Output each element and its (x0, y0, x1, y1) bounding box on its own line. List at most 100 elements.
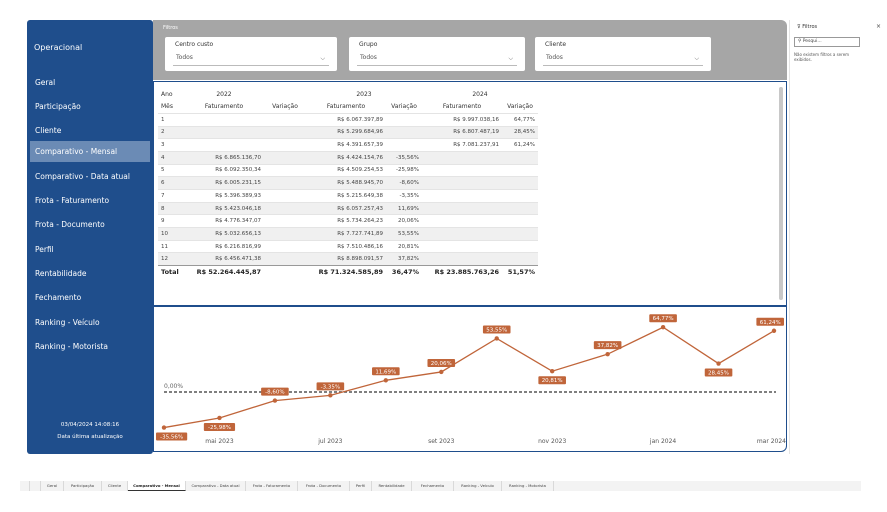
variacao-2023-cell: 20,06% (386, 214, 422, 228)
table-row: 5 R$ 6.092.350,34 R$ 4.509.254,53 -25,98% (158, 163, 538, 177)
sidebar-item-participacao[interactable]: Participação (35, 102, 81, 111)
filter-centro-custo-value: Todos (176, 54, 193, 61)
col-variacao-2023[interactable]: Variação (391, 103, 417, 111)
data-point[interactable] (660, 325, 666, 330)
filter-centro-custo-dropdown[interactable]: Todos ⌵ (173, 51, 329, 66)
tab-participacao[interactable]: Participação (64, 481, 102, 491)
filter-cliente-value: Todos (546, 54, 563, 61)
sidebar-item-comparativo-mensal[interactable]: Comparativo - Mensal (30, 141, 150, 162)
tab-comparativo-data-atual[interactable]: Comparativo - Data atual (186, 481, 246, 491)
tab-comparativo-mensal[interactable]: Comparativo - Mensal (128, 481, 186, 491)
comparison-table: Ano 2022 2023 2024 Mês Faturamento Varia… (158, 88, 538, 279)
sidebar-item-ranking-motorista[interactable]: Ranking - Motorista (35, 342, 109, 351)
faturamento-2023-cell: R$ 7.510.486,16 (306, 239, 386, 253)
variacao-2023-cell: 37,82% (386, 252, 422, 266)
data-label: 64,77% (653, 316, 674, 322)
filter-grupo-label: Grupo (359, 41, 378, 48)
variacao-2022-cell (264, 163, 306, 177)
data-point[interactable] (549, 368, 555, 374)
data-point[interactable] (716, 361, 721, 366)
data-point[interactable] (383, 378, 389, 383)
tab-cliente[interactable]: Cliente (102, 481, 128, 491)
x-tick-label: mai 2023 (205, 438, 234, 445)
mes-cell: 4 (158, 150, 184, 165)
data-label-box (156, 432, 188, 441)
variacao-2023-cell: -8,60% (386, 176, 422, 190)
variacao-2023-cell (386, 112, 422, 127)
variacao-2022-cell (264, 239, 306, 253)
faturamento-2023-cell: R$ 5.215.649,38 (306, 189, 386, 203)
tabs-scroll-right[interactable] (30, 481, 41, 491)
faturamento-2022-cell: R$ 6.456.471,38 (184, 252, 264, 266)
faturamento-2022-cell: R$ 5.032.656,13 (184, 227, 264, 241)
sidebar-item-rentabilidade[interactable]: Rentabilidade (35, 269, 87, 278)
sidebar-item-geral[interactable]: Geral (35, 78, 56, 87)
col-faturamento-2023[interactable]: Faturamento (326, 103, 366, 111)
page-tabs: Geral Participação Cliente Comparativo -… (20, 481, 861, 491)
faturamento-2024-cell: R$ 6.807.487,19 (422, 125, 502, 139)
ano-label: Ano (161, 90, 173, 98)
close-icon[interactable]: × (875, 23, 881, 30)
filter-grupo-dropdown[interactable]: Todos ⌵ (357, 51, 517, 66)
sidebar-item-frota-faturamento[interactable]: Frota - Faturamento (35, 196, 110, 205)
variacao-2024-cell (502, 189, 538, 203)
variacao-2023-cell: 20,81% (386, 239, 422, 253)
col-variacao-2022[interactable]: Variação (272, 103, 298, 111)
data-point[interactable] (439, 369, 444, 375)
table-header-column-row: Mês Faturamento Variação Faturamento Var… (158, 101, 538, 114)
total-variacao-2024: 51,57% (502, 265, 538, 279)
filter-cliente-dropdown[interactable]: Todos ⌵ (543, 51, 703, 66)
tab-fechamento[interactable]: Fechamento (412, 481, 454, 491)
table-row: 7 R$ 5.396.389,93 R$ 5.215.649,38 -3,35% (158, 189, 538, 203)
col-variacao-2024[interactable]: Variação (507, 103, 533, 111)
data-point[interactable] (771, 328, 777, 333)
x-tick-label: mar 2024 (757, 438, 786, 445)
mes-label: Mês (161, 103, 173, 111)
tab-frota-documento[interactable]: Frota - Documento (298, 481, 350, 491)
sidebar-item-ranking-veiculo[interactable]: Ranking - Veículo (35, 318, 100, 327)
mes-cell: 11 (158, 239, 184, 253)
variacao-2024-cell (502, 227, 538, 241)
sidebar-item-perfil[interactable]: Perfil (35, 245, 54, 254)
tab-rentabilidade[interactable]: Rentabilidade (372, 481, 412, 491)
col-faturamento-2024[interactable]: Faturamento (442, 103, 482, 111)
total-faturamento-2024: R$ 23.885.763,26 (422, 265, 502, 279)
table-row: 4 R$ 6.865.136,70 R$ 4.424.154,76 -35,56% (158, 150, 538, 165)
faturamento-2022-cell (184, 125, 264, 139)
tab-geral[interactable]: Geral (41, 481, 64, 491)
filters-search-input[interactable]: ⚲ Pesqui... (794, 37, 860, 47)
sidebar-item-fechamento[interactable]: Fechamento (35, 293, 82, 302)
tab-frota-faturamento[interactable]: Frota - Faturamento (246, 481, 298, 491)
data-label: -35,56% (160, 435, 183, 441)
tab-perfil[interactable]: Perfil (350, 481, 372, 491)
table-scrollbar-thumb[interactable] (779, 87, 783, 300)
sidebar-item-comparativo-data-atual[interactable]: Comparativo - Data atual (35, 172, 130, 181)
data-label-box (203, 422, 236, 431)
variacao-2023-cell (386, 138, 422, 152)
tab-ranking-motorista[interactable]: Ranking - Motorista (502, 481, 554, 491)
faturamento-2024-cell: R$ 9.997.038,16 (422, 112, 502, 127)
faturamento-2024-cell: R$ 7.081.237,91 (422, 138, 502, 152)
faturamento-2023-cell: R$ 4.424.154,76 (306, 150, 386, 165)
data-point[interactable] (217, 415, 222, 421)
col-faturamento-2022[interactable]: Faturamento (204, 103, 244, 111)
tab-ranking-veiculo[interactable]: Ranking - Veículo (454, 481, 502, 491)
mes-cell: 3 (158, 138, 184, 152)
table-row: 2 R$ 5.299.684,96 R$ 6.807.487,19 28,45% (158, 125, 538, 139)
data-point[interactable] (494, 336, 499, 341)
sidebar-title: Operacional (34, 43, 83, 52)
data-point[interactable] (161, 425, 167, 430)
data-point[interactable] (328, 393, 333, 398)
sidebar-item-frota-documento[interactable]: Frota - Documento (35, 220, 105, 229)
data-label-box (593, 341, 622, 350)
sidebar-item-cliente[interactable]: Cliente (35, 126, 62, 135)
faturamento-2024-cell (422, 227, 502, 241)
total-faturamento-2023: R$ 71.324.585,89 (306, 265, 386, 279)
tabs-scroll-left[interactable] (20, 481, 30, 491)
total-faturamento-2022: R$ 52.264.445,87 (184, 265, 264, 279)
data-point[interactable] (272, 398, 278, 403)
data-label-box (756, 317, 784, 326)
data-point[interactable] (605, 351, 610, 357)
variacao-2022-cell (264, 201, 306, 215)
